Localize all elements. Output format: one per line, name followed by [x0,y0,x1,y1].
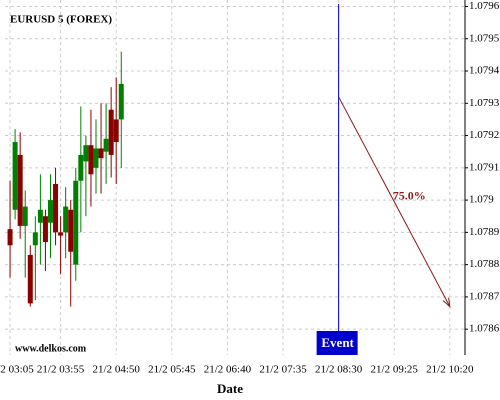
candle-body [47,200,53,223]
candle-body [7,229,13,246]
x-tick-label: 21/2 08:30 [315,364,363,376]
candle-body [73,180,79,265]
candle-body [103,138,109,152]
candle-body [118,83,124,120]
candle-body [17,154,23,226]
y-tick-label: 1.0792 [469,129,499,141]
projection-label: 75.0% [393,188,426,202]
y-tick-label: 1.0789 [469,226,500,238]
x-tick-label: 21/2 04:50 [93,364,141,376]
candle-body [27,254,33,304]
candle-body [93,148,99,168]
x-tick-label: 21/2 10:20 [426,364,474,376]
arrow-head [442,297,451,308]
candle-body [108,109,114,155]
y-tick-label: 1.0795 [469,32,500,44]
y-tick-label: 1.0786 [469,323,500,335]
event-label: Event [321,335,354,350]
candle-body [32,232,38,246]
y-tick-label: 1.0796 [469,0,500,12]
y-tick-label: 1.0787 [469,290,500,302]
watermark: www.delkos.com [15,343,87,354]
x-tick-label: 21/2 06:40 [204,364,252,376]
candle-body [68,209,74,252]
projection-line [338,96,451,307]
y-tick-label: 1.0788 [469,258,500,270]
y-tick-label: 1.0794 [469,65,500,77]
x-tick-label: 21/2 03:55 [37,364,85,376]
candle-body [42,216,48,243]
candle-body [113,119,119,142]
y-tick-label: 1.079 [469,194,494,206]
y-tick-label: 1.0791 [469,161,499,173]
x-tick-label: 21/2 03:05 [0,364,34,376]
x-axis-label: Date [217,381,243,396]
candle-body [78,154,84,181]
candle-body [63,206,69,233]
x-tick-label: 21/2 09:25 [371,364,419,376]
candle-body [83,145,89,162]
candle-body [22,206,28,226]
candle-body [98,148,104,159]
x-tick-label: 21/2 05:45 [148,364,196,376]
candle-body [88,145,94,175]
candle-body [58,232,64,236]
y-tick-label: 1.0793 [469,97,500,109]
event-box [316,331,358,355]
candle-body [53,183,59,233]
chart-title: EURUSD 5 (FOREX) [10,14,112,26]
candle-body [12,142,18,210]
x-tick-label: 21/2 07:35 [259,364,307,376]
candle-body [37,209,43,223]
